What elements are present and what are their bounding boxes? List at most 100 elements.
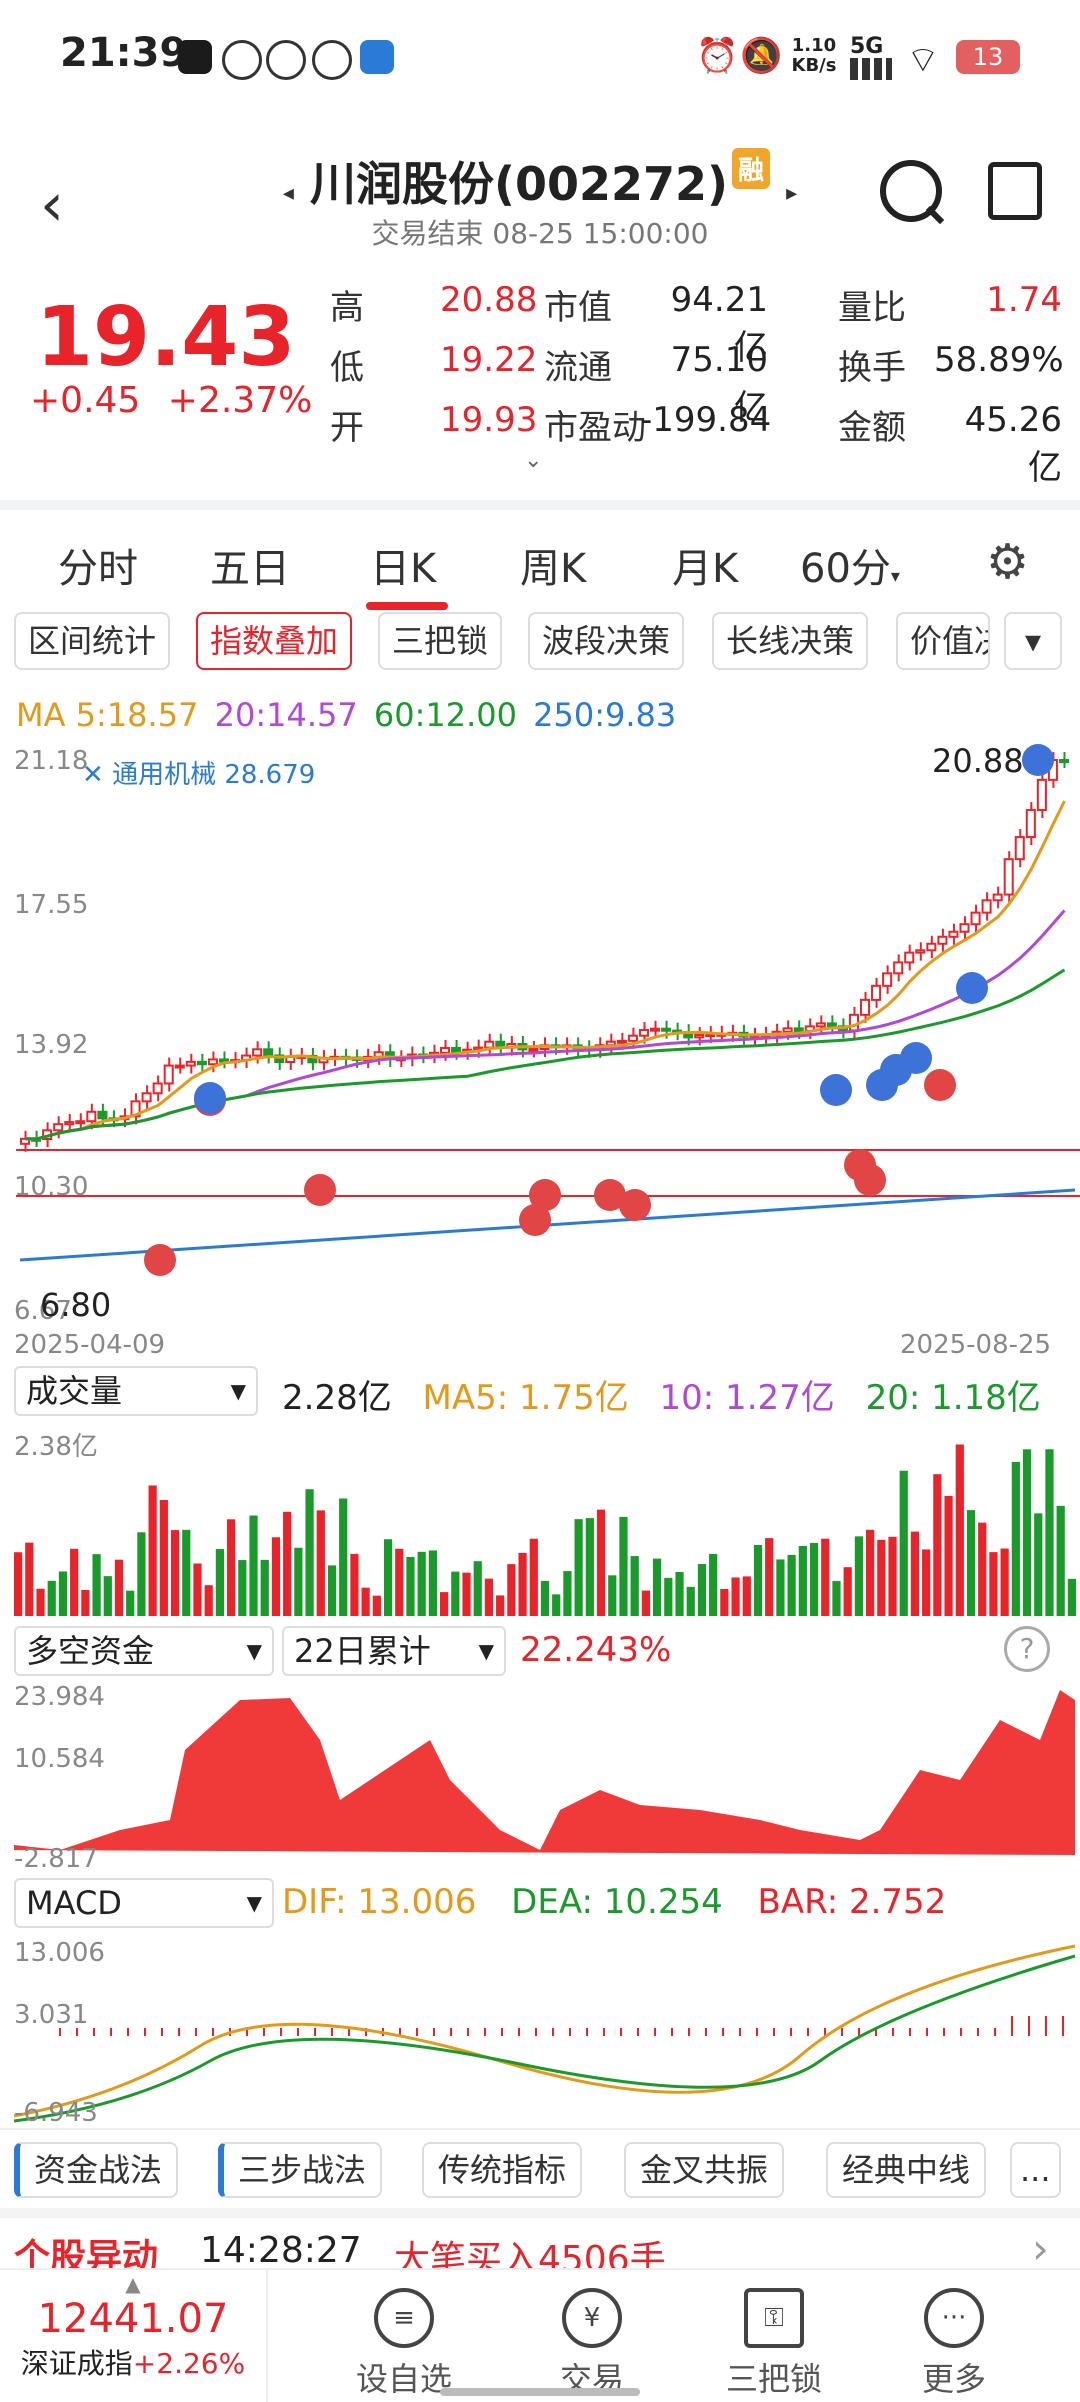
- kline-y-label: 6.67: [14, 1296, 72, 1326]
- macd-panel: MACD ▼ DIF: 13.006 DEA: 10.254 BAR: 2.752…: [0, 1876, 1080, 2128]
- quote-value: 20.88: [440, 280, 538, 320]
- wave-decision-button[interactable]: 波段决策: [528, 612, 685, 670]
- strategy-classic-indicators-button[interactable]: 传统指标: [422, 2142, 583, 2198]
- start-date: 2025-04-09: [14, 1330, 166, 1360]
- price-change: +0.45 +2.37%: [30, 380, 312, 421]
- tab-intraday[interactable]: 分时: [58, 546, 138, 592]
- quote-value: 58.89%: [934, 340, 1064, 380]
- chevron-down-icon[interactable]: ⌄: [524, 448, 543, 473]
- funds-mid-label: 10.584: [14, 1744, 105, 1774]
- home-indicator: [440, 2388, 640, 2396]
- range-stats-button[interactable]: 区间统计: [14, 612, 171, 670]
- quote-value: 19.22: [440, 340, 538, 380]
- macd-svg: [13, 1944, 1076, 2123]
- end-date: 2025-08-25: [900, 1330, 1052, 1360]
- funds-selector-label: 多空资金: [26, 1632, 155, 1670]
- prev-stock-icon[interactable]: ◂: [282, 181, 294, 206]
- funds-period-label: 22日累计: [294, 1632, 431, 1670]
- next-stock-icon[interactable]: ▸: [786, 181, 798, 206]
- period-tabs: 分时 五日 日K 周K 月K 60分▾ ⚙: [0, 500, 1080, 610]
- macd-dea: DEA: 10.254: [511, 1882, 723, 1922]
- index-overlay-button[interactable]: 指数叠加: [196, 612, 353, 670]
- help-icon[interactable]: ?: [1004, 1626, 1050, 1672]
- macd-dif: DIF: 13.006: [282, 1882, 477, 1922]
- kline-chart[interactable]: 21.18 17.55 13.92 10.30 6.67 ✕ 通用机械 28.6…: [0, 740, 1080, 1360]
- more-tools-icon[interactable]: ▾: [1004, 612, 1062, 670]
- add-watchlist-label: 设自选: [355, 2360, 452, 2398]
- strategy-row: 资金战法 三步战法 传统指标 金叉共振 经典中线 ...: [0, 2128, 1080, 2210]
- funds-panel: 多空资金 ▼ 22日累计 ▼ 22.243% ? 23.984 10.584 -2.…: [0, 1624, 1080, 1874]
- ma5-value: MA 5:18.57: [16, 696, 199, 734]
- strategy-golden-cross-button[interactable]: 金叉共振: [624, 2142, 785, 2198]
- kline-y-label: 21.18: [14, 746, 89, 776]
- search-icon[interactable]: [880, 160, 942, 222]
- more-button[interactable]: ··· 更多: [884, 2288, 1024, 2400]
- macd-selector[interactable]: MACD ▼: [14, 1878, 274, 1928]
- three-locks-button[interactable]: 三把锁: [378, 612, 503, 670]
- quote-value: -199.84: [640, 400, 772, 440]
- funds-selector[interactable]: 多空资金 ▼: [14, 1626, 274, 1676]
- volume-selector[interactable]: 成交量 ▼: [14, 1366, 258, 1416]
- strategy-three-step-button[interactable]: 三步战法: [218, 2142, 383, 2198]
- stock-name: 川润股份(002272): [309, 157, 729, 211]
- funds-bottom-label: -2.817: [14, 1844, 98, 1874]
- volume-selector-label: 成交量: [26, 1372, 123, 1410]
- tab-monthly-k[interactable]: 月K: [672, 546, 739, 592]
- chevron-down-icon: ▼: [246, 1891, 262, 1915]
- macd-top-label: 13.006: [14, 1938, 105, 1968]
- value-decision-button[interactable]: 价值决: [896, 612, 990, 670]
- strategy-more-button[interactable]: ...: [1010, 2142, 1061, 2198]
- ma250-value: 250:9.83: [533, 696, 677, 734]
- tab-five-day[interactable]: 五日: [210, 546, 290, 592]
- ma-legend: MA 5:18.57 20:14.57 60:12.00 250:9.83: [16, 696, 676, 734]
- chevron-down-icon: ▼: [246, 1639, 262, 1663]
- last-price: 19.43: [36, 290, 296, 385]
- kline-y-label: 17.55: [14, 890, 89, 920]
- wifi-icon: ⌔: [906, 40, 940, 81]
- trade-status: 交易结束 08-25 15:00:00: [371, 217, 709, 250]
- quote-value: 1.74: [986, 280, 1062, 320]
- funds-top-label: 23.984: [14, 1682, 105, 1712]
- list-icon: ≡: [374, 2288, 434, 2348]
- trade-button[interactable]: ¥ 交易: [522, 2288, 662, 2400]
- volume-panel: 成交量 ▼ 2.28亿 MA5: 1.75亿 10: 1.27亿 20: 1.18…: [0, 1360, 1080, 1620]
- volume-ma10: 10: 1.27亿: [659, 1378, 835, 1418]
- chevron-left-icon[interactable]: ‹: [40, 170, 64, 240]
- tab-60min[interactable]: 60分▾: [800, 536, 900, 594]
- strategy-mid-term-button[interactable]: 经典中线: [826, 2142, 987, 2198]
- ma20-value: 20:14.57: [214, 696, 358, 734]
- layout-switch-icon[interactable]: [988, 162, 1042, 220]
- overlay-index-label[interactable]: ✕ 通用机械 28.679: [82, 754, 315, 791]
- bottom-bar: ▲ 12441.07 深证成指+2.26% ≡ 设自选 ¥ 交易 ⚿ 三把锁 ··· 更…: [0, 2268, 1080, 2402]
- quote-label: 市值: [544, 288, 612, 328]
- news-icon: [312, 40, 352, 80]
- car-app-icon: [360, 40, 394, 74]
- quote-label: 低: [330, 348, 364, 388]
- chevron-right-icon[interactable]: ›: [1032, 2224, 1049, 2273]
- quote-panel: 19.43 +0.45 +2.37% 高 20.88 市值 94.21亿 量比 1.74 低…: [0, 270, 1080, 488]
- overlay-index-text: 通用机械 28.679: [112, 760, 316, 790]
- kline-y-label: 13.92: [14, 1030, 89, 1060]
- gear-icon[interactable]: ⚙: [986, 534, 1030, 590]
- ma60-value: 60:12.00: [373, 696, 517, 734]
- tab-weekly-k[interactable]: 周K: [520, 546, 587, 592]
- index-widget[interactable]: ▲ 12441.07 深证成指+2.26%: [0, 2270, 268, 2402]
- tab-daily-k[interactable]: 日K: [370, 546, 437, 592]
- funds-period-selector[interactable]: 22日累计 ▼: [282, 1626, 506, 1676]
- yen-icon: ¥: [562, 2288, 622, 2348]
- close-icon[interactable]: ✕: [82, 760, 113, 790]
- long-decision-button[interactable]: 长线决策: [712, 612, 869, 670]
- alert-time: 14:28:27: [200, 2230, 362, 2271]
- funds-value: 22.243%: [520, 1630, 672, 1670]
- status-time: 21:39: [60, 30, 188, 76]
- index-value: 12441.07: [37, 2296, 229, 2342]
- quote-label: 量比: [838, 288, 906, 328]
- change-value: +0.45: [30, 380, 141, 421]
- strategy-funds-button[interactable]: 资金战法: [14, 2142, 179, 2198]
- three-locks-footer-button[interactable]: ⚿ 三把锁: [704, 2288, 844, 2400]
- index-pct: +2.26%: [132, 2347, 246, 2380]
- macd-selector-label: MACD: [26, 1884, 122, 1922]
- kline-y-label: 10.30: [14, 1172, 89, 1202]
- quote-value: 75.10亿: [670, 340, 768, 428]
- add-watchlist-button[interactable]: ≡ 设自选: [334, 2288, 474, 2400]
